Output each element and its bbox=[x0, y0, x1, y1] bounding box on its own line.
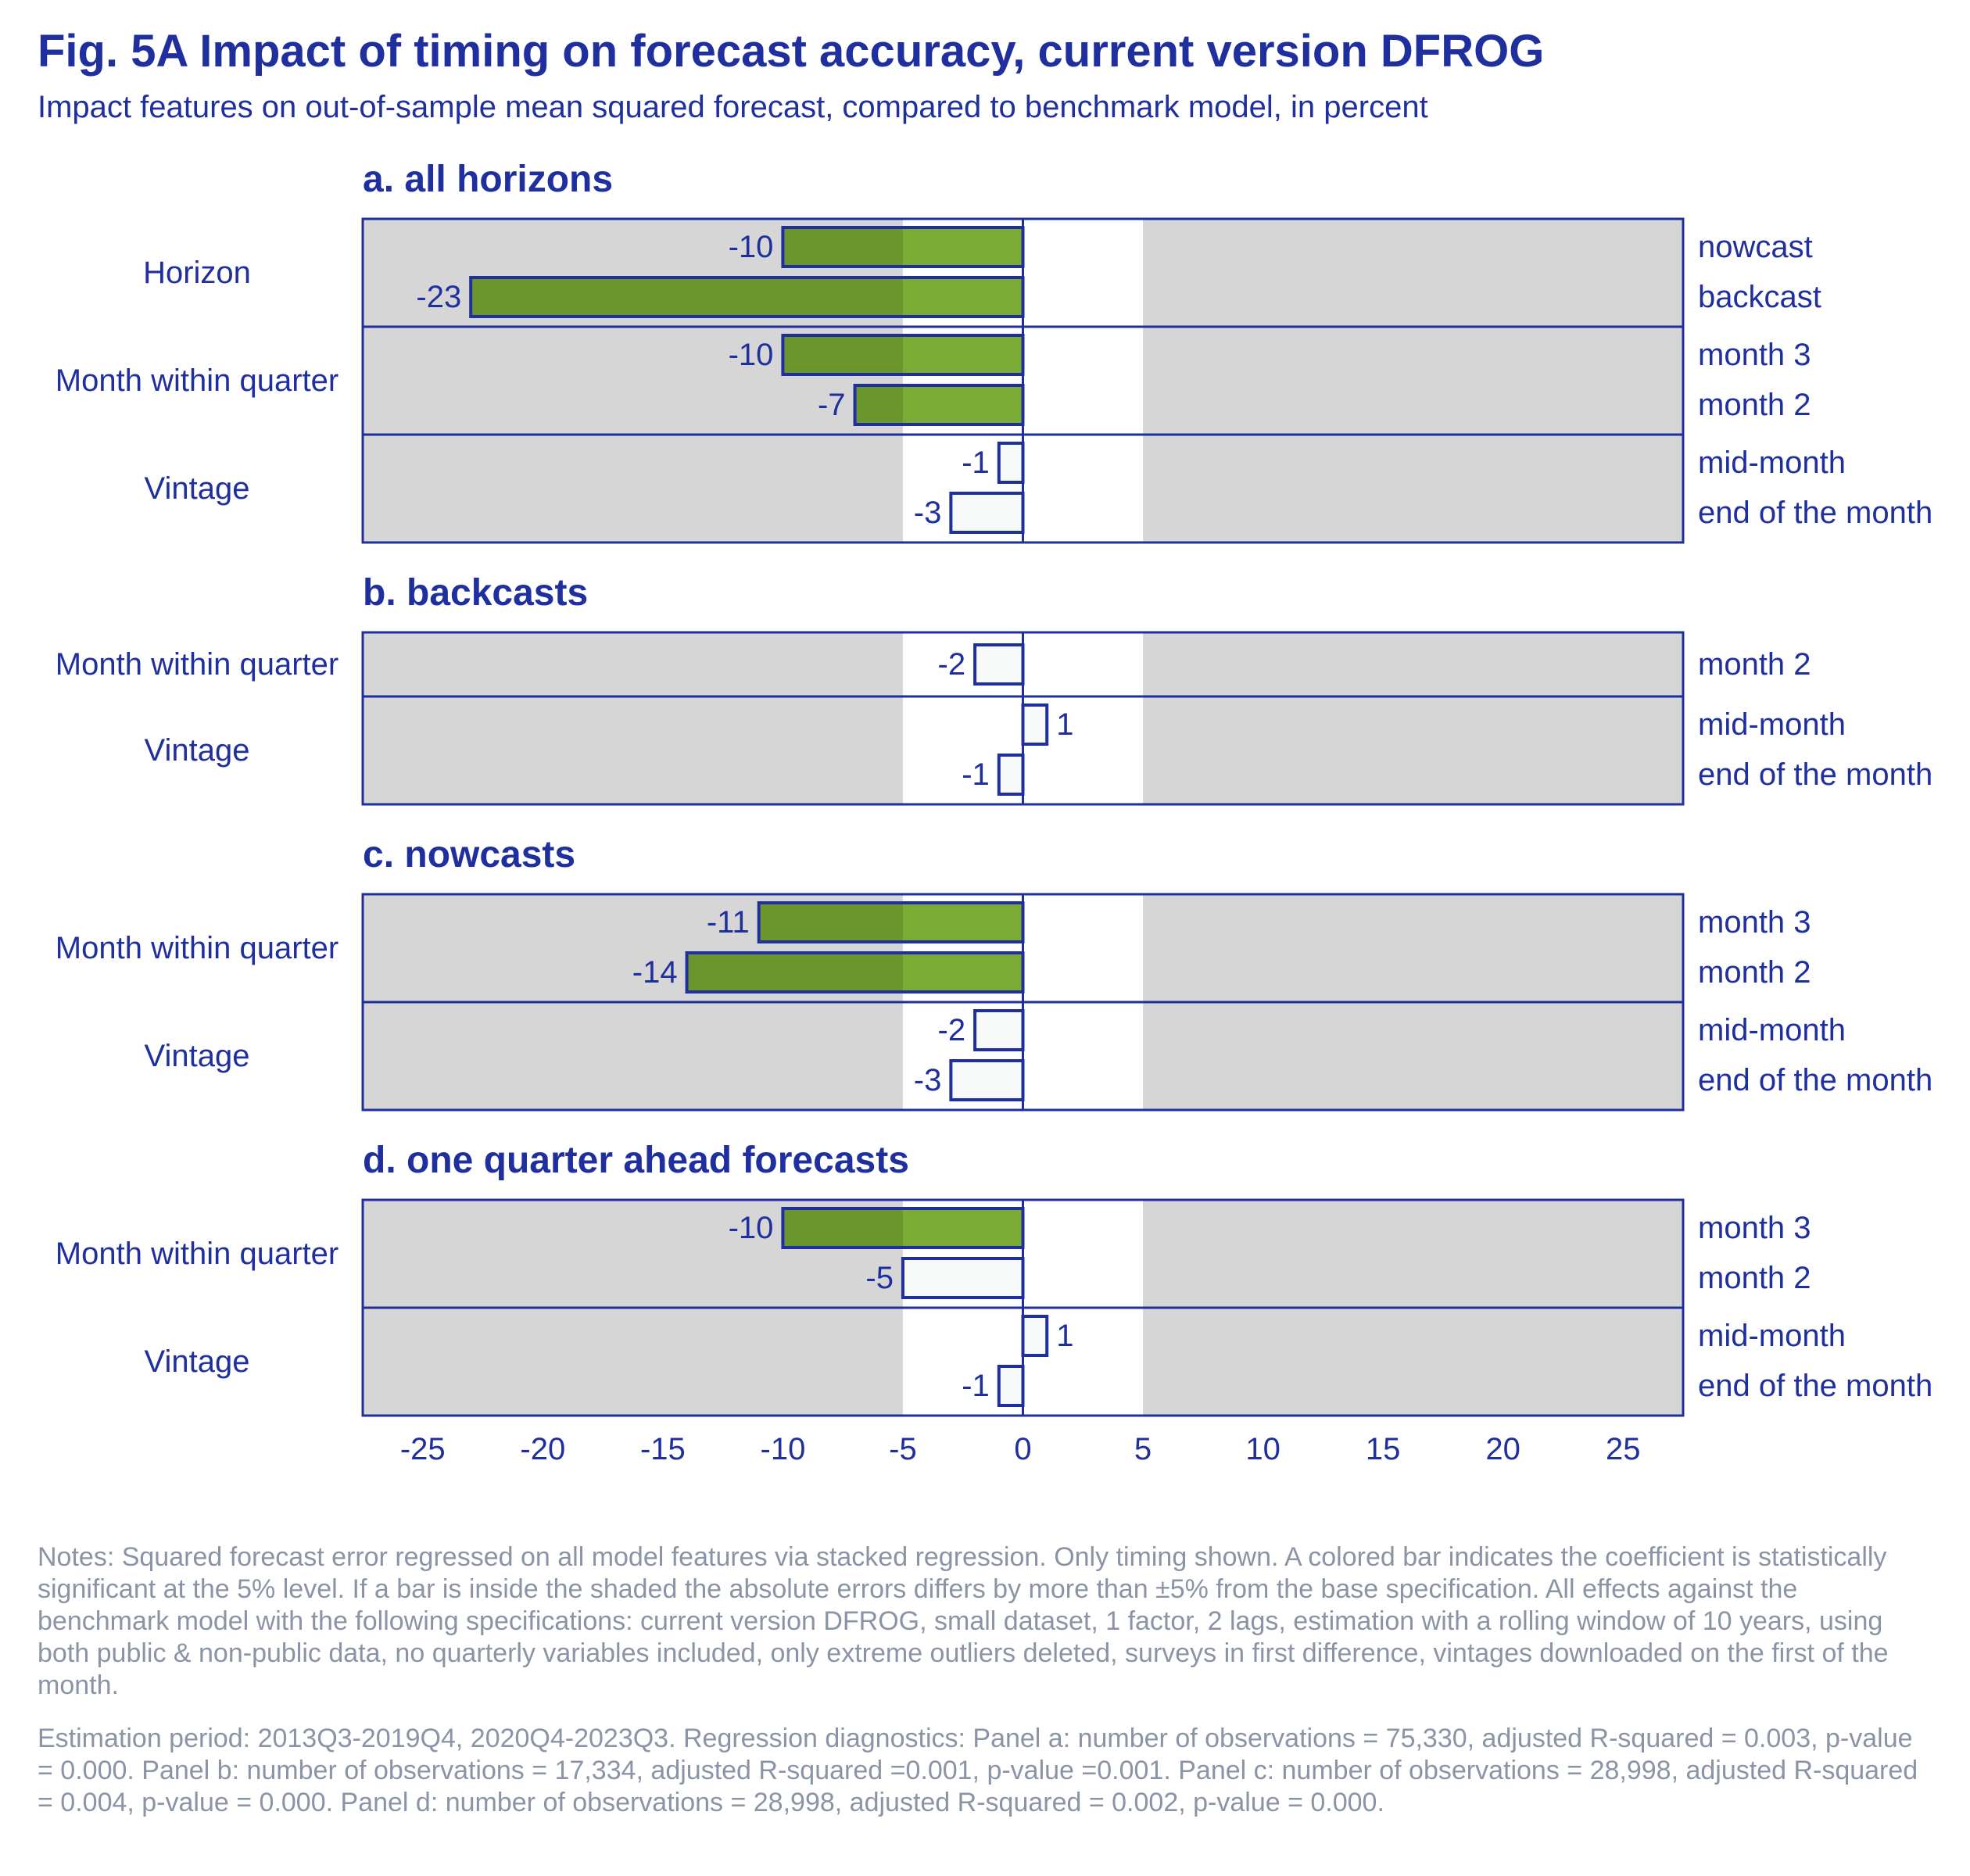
group-label: Vintage bbox=[145, 1039, 250, 1073]
bar-shade-overlap bbox=[784, 229, 903, 265]
bar-shade-overlap bbox=[784, 337, 903, 373]
bar bbox=[997, 442, 1025, 484]
category-label: mid-month bbox=[1698, 1319, 1846, 1353]
category-label: month 2 bbox=[1698, 955, 1811, 990]
x-tick-label: -15 bbox=[640, 1432, 686, 1466]
group-label: Vintage bbox=[145, 1344, 250, 1379]
group-label: Month within quarter bbox=[56, 647, 338, 682]
category-label: end of the month bbox=[1698, 496, 1932, 530]
bar bbox=[997, 1365, 1025, 1407]
x-tick-label: 20 bbox=[1485, 1432, 1520, 1466]
panel-title: c. nowcasts bbox=[363, 834, 575, 875]
category-label: end of the month bbox=[1698, 1369, 1932, 1403]
chart-subtitle: Impact features on out-of-sample mean sq… bbox=[38, 90, 1428, 124]
chart-title: Fig. 5A Impact of timing on forecast acc… bbox=[38, 26, 1545, 77]
category-label: backcast bbox=[1698, 280, 1821, 314]
category-label: nowcast bbox=[1698, 230, 1813, 264]
category-label: mid-month bbox=[1698, 446, 1846, 480]
group-label: Horizon bbox=[143, 256, 251, 290]
data-label: -1 bbox=[962, 757, 990, 792]
category-label: month 3 bbox=[1698, 1211, 1811, 1245]
bar-shade-overlap bbox=[856, 387, 903, 423]
data-label: -10 bbox=[729, 1211, 774, 1245]
bar bbox=[757, 901, 1025, 943]
x-tick-label: 5 bbox=[1134, 1432, 1152, 1466]
bar bbox=[901, 1257, 1025, 1299]
category-label: month 3 bbox=[1698, 338, 1811, 372]
bar bbox=[949, 1059, 1025, 1101]
x-tick-label: -25 bbox=[400, 1432, 446, 1466]
group-label: Vintage bbox=[145, 733, 250, 768]
data-label: -1 bbox=[962, 446, 990, 480]
bar bbox=[469, 276, 1025, 318]
category-label: end of the month bbox=[1698, 1063, 1932, 1097]
data-label: -10 bbox=[729, 338, 774, 372]
x-tick-label: -10 bbox=[761, 1432, 806, 1466]
x-tick-label: 25 bbox=[1606, 1432, 1641, 1466]
bar bbox=[997, 754, 1025, 796]
panel-frame bbox=[361, 893, 1685, 1112]
panel-title: d. one quarter ahead forecasts bbox=[363, 1140, 909, 1181]
data-label: -2 bbox=[938, 1013, 966, 1047]
bar bbox=[685, 951, 1025, 993]
panel-frame bbox=[361, 217, 1685, 544]
data-label: 1 bbox=[1056, 707, 1073, 742]
data-label: -1 bbox=[962, 1369, 990, 1403]
x-tick-label: -20 bbox=[520, 1432, 565, 1466]
data-label: -2 bbox=[938, 647, 966, 682]
category-label: end of the month bbox=[1698, 757, 1932, 792]
category-label: month 3 bbox=[1698, 905, 1811, 940]
bar-shade-overlap bbox=[472, 279, 903, 315]
chart-notes: Notes: Squared forecast error regressed … bbox=[38, 1542, 1889, 1700]
bar-shade-overlap bbox=[688, 954, 903, 990]
category-label: mid-month bbox=[1698, 707, 1846, 742]
bar-shade-overlap bbox=[760, 904, 903, 940]
group-label: Vintage bbox=[145, 471, 250, 506]
x-tick-label: 0 bbox=[1014, 1432, 1031, 1466]
x-tick-label: 10 bbox=[1245, 1432, 1280, 1466]
bar bbox=[973, 1009, 1025, 1051]
data-label: -7 bbox=[818, 388, 846, 422]
category-label: mid-month bbox=[1698, 1013, 1846, 1047]
category-label: month 2 bbox=[1698, 647, 1811, 682]
bar bbox=[781, 1207, 1025, 1249]
bar bbox=[973, 643, 1025, 686]
data-label: -11 bbox=[707, 905, 750, 940]
bar bbox=[781, 226, 1025, 268]
panel-frame bbox=[361, 1198, 1685, 1417]
data-label: -14 bbox=[632, 955, 678, 990]
bar-shade-overlap bbox=[784, 1210, 903, 1246]
data-label: -5 bbox=[865, 1261, 894, 1295]
data-label: -10 bbox=[729, 230, 774, 264]
category-label: month 2 bbox=[1698, 1261, 1811, 1295]
bar bbox=[949, 492, 1025, 534]
data-label: -23 bbox=[416, 280, 461, 314]
estimation-notes: Estimation period: 2013Q3-2019Q4, 2020Q4… bbox=[38, 1724, 1918, 1817]
x-tick-label: -5 bbox=[889, 1432, 917, 1466]
data-label: -3 bbox=[914, 1063, 942, 1097]
bar bbox=[1021, 1315, 1049, 1357]
group-label: Month within quarter bbox=[56, 363, 338, 398]
x-tick-label: 15 bbox=[1366, 1432, 1401, 1466]
group-label: Month within quarter bbox=[56, 1237, 338, 1271]
bar bbox=[853, 384, 1025, 426]
group-label: Month within quarter bbox=[56, 931, 338, 965]
bar bbox=[1021, 704, 1049, 746]
panel-frame bbox=[361, 631, 1685, 806]
panel-title: b. backcasts bbox=[363, 572, 588, 614]
data-label: 1 bbox=[1056, 1319, 1073, 1353]
category-label: month 2 bbox=[1698, 388, 1811, 422]
panel-title: a. all horizons bbox=[363, 159, 613, 200]
data-label: -3 bbox=[914, 496, 942, 530]
